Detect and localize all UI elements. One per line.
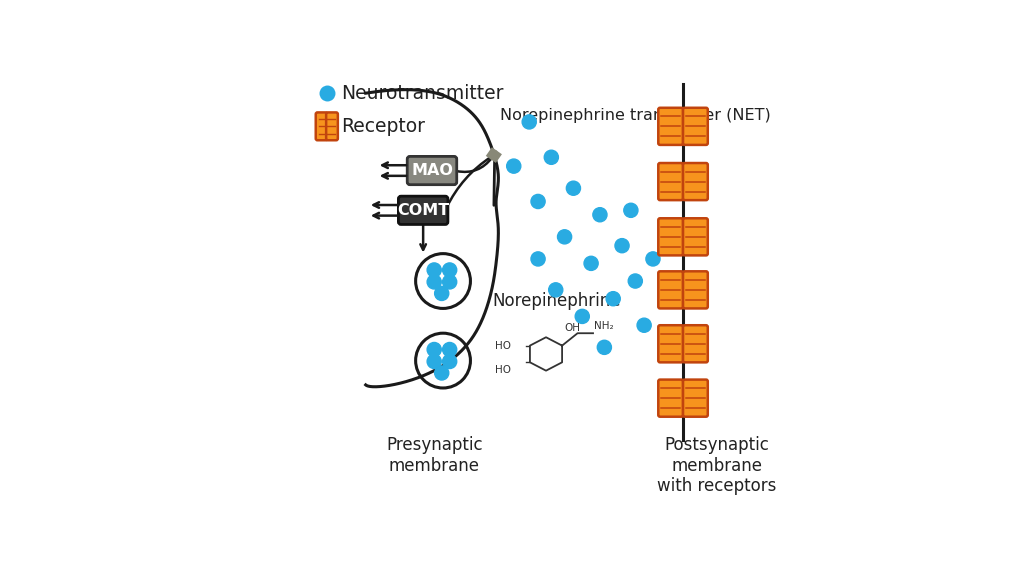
FancyBboxPatch shape [658,272,683,308]
FancyBboxPatch shape [658,108,683,145]
Circle shape [606,292,621,306]
Text: Norepinephrine: Norepinephrine [493,292,621,310]
Text: Neurotransmitter: Neurotransmitter [341,84,504,103]
FancyBboxPatch shape [398,196,447,224]
Circle shape [434,286,449,300]
Circle shape [507,159,521,173]
Circle shape [442,343,457,356]
Text: Postsynaptic
membrane
with receptors: Postsynaptic membrane with receptors [657,436,777,495]
Text: MAO: MAO [411,163,453,178]
Circle shape [427,275,441,289]
Circle shape [427,354,441,369]
Circle shape [557,230,571,244]
Text: HO: HO [495,340,511,351]
Text: COMT: COMT [397,203,450,218]
Circle shape [531,252,545,266]
Circle shape [531,195,545,208]
FancyBboxPatch shape [683,325,708,362]
FancyBboxPatch shape [658,163,683,200]
FancyBboxPatch shape [683,379,708,417]
Circle shape [646,252,660,266]
FancyBboxPatch shape [326,113,338,140]
FancyBboxPatch shape [683,218,708,255]
Circle shape [522,115,537,129]
FancyArrowPatch shape [446,157,492,208]
Circle shape [442,263,457,277]
FancyBboxPatch shape [408,156,457,185]
FancyBboxPatch shape [683,108,708,145]
Circle shape [566,181,581,195]
Text: OH: OH [564,323,581,333]
Circle shape [544,150,558,164]
Circle shape [427,263,441,277]
Circle shape [434,366,449,380]
Text: HO: HO [495,365,511,375]
Circle shape [628,274,642,288]
Circle shape [597,340,611,354]
Circle shape [593,208,607,222]
Circle shape [615,239,629,253]
FancyBboxPatch shape [683,272,708,308]
Text: Norepinephrine transporter (NET): Norepinephrine transporter (NET) [501,108,771,123]
FancyBboxPatch shape [658,218,683,255]
Circle shape [442,275,457,289]
Circle shape [549,283,563,297]
Text: Presynaptic
membrane: Presynaptic membrane [386,436,482,475]
FancyArrowPatch shape [457,157,493,172]
FancyBboxPatch shape [683,163,708,200]
Circle shape [584,256,598,270]
FancyBboxPatch shape [658,325,683,362]
Text: Receptor: Receptor [341,117,425,136]
FancyBboxPatch shape [315,113,328,140]
Circle shape [575,309,590,324]
Circle shape [637,318,651,332]
Circle shape [427,343,441,356]
Circle shape [442,354,457,369]
Circle shape [624,203,638,218]
FancyBboxPatch shape [658,379,683,417]
Text: NH₂: NH₂ [594,321,613,331]
